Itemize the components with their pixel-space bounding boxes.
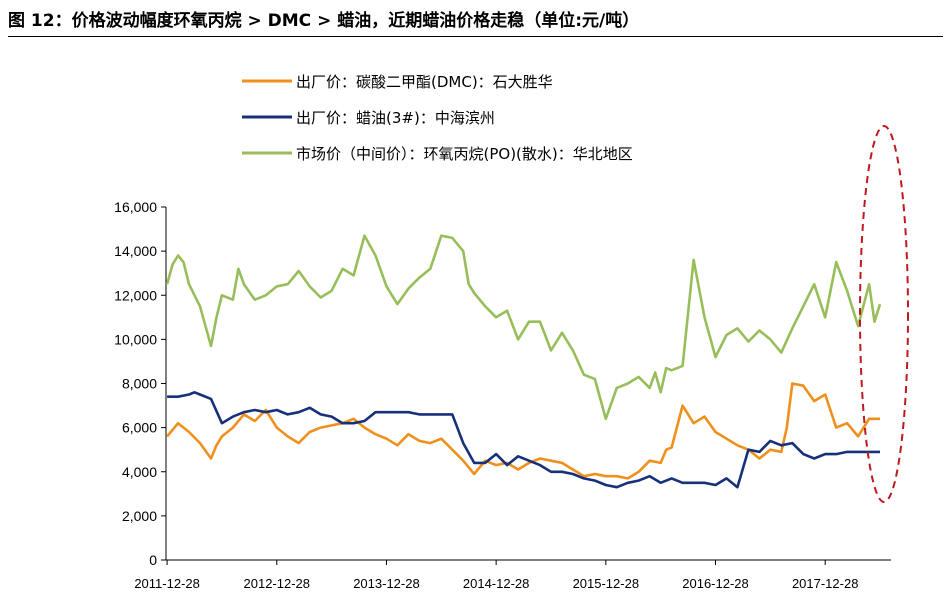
axes: 0 2,000 4,000 6,000 8,000 10,000 12,000 14,000 1… <box>114 199 891 591</box>
legend: 出厂价：碳酸二甲酯(DMC)：石大胜华 出厂价：蜡油(3#)：中海滨州 市场价（… <box>242 73 633 163</box>
series-line-po <box>165 234 882 421</box>
y-tick-label: 10,000 <box>114 331 157 347</box>
plot-area <box>165 234 882 489</box>
figure-title: 图 12：价格波动幅度环氧丙烷 > DMC > 蜡油，近期蜡油价格走稳（单位:元… <box>8 11 640 31</box>
y-tick-label: 16,000 <box>114 199 157 215</box>
y-tick-label: 8,000 <box>122 376 157 392</box>
highlight-ellipse <box>859 125 909 503</box>
x-tick-label: 2014-12-28 <box>463 576 530 591</box>
legend-label-po: 市场价（中间价）：环氧丙烷(PO)(散水)：华北地区 <box>296 145 633 163</box>
x-tick-label: 2016-12-28 <box>682 576 749 591</box>
legend-label-wax: 出厂价：蜡油(3#)：中海滨州 <box>296 109 495 127</box>
x-tick-label: 2012-12-28 <box>244 576 311 591</box>
y-tick-label: 2,000 <box>122 508 157 524</box>
x-tick-label: 2011-12-28 <box>134 576 200 591</box>
x-tick-label: 2017-12-28 <box>792 576 859 591</box>
y-tick-label: 14,000 <box>114 243 157 259</box>
x-tick-label: 2013-12-28 <box>353 576 420 591</box>
y-tick-label: 12,000 <box>114 287 157 303</box>
series-line-dmc <box>166 382 880 480</box>
legend-label-dmc: 出厂价：碳酸二甲酯(DMC)：石大胜华 <box>296 73 553 91</box>
y-tick-label: 4,000 <box>122 464 157 480</box>
series-line-wax <box>167 390 880 489</box>
x-tick-label: 2015-12-28 <box>573 576 640 591</box>
y-tick-label: 0 <box>149 552 157 568</box>
title-rule <box>8 36 943 37</box>
y-tick-label: 6,000 <box>122 420 157 436</box>
